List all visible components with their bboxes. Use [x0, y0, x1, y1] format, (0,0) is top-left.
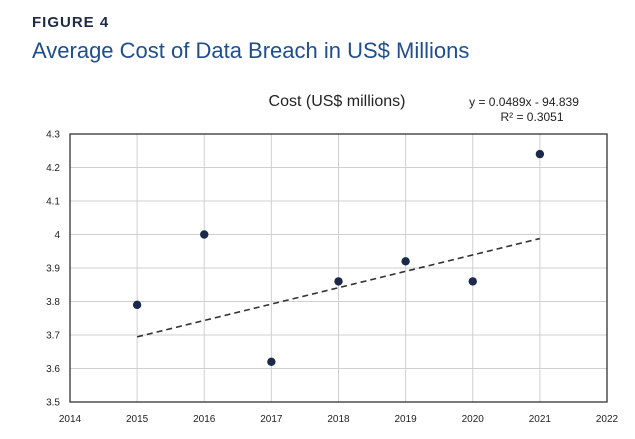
x-tick-label: 2015: [126, 414, 149, 425]
x-axis-ticks: 2014 2015 2016 2017 2018 2019 2020 2021 2022: [59, 414, 619, 425]
trendline-r-squared: R² = 0.3051: [500, 110, 563, 124]
y-tick-label: 3.9: [46, 264, 60, 275]
data-point: [267, 357, 276, 366]
data-point: [132, 300, 142, 310]
y-tick-label: 4: [54, 230, 60, 241]
trendline-group: [136, 237, 541, 338]
y-tick-label: 3.5: [46, 398, 60, 409]
x-tick-label: 2020: [462, 414, 485, 425]
trendline: [136, 237, 541, 338]
grid: [69, 133, 608, 403]
x-tick-label: 2016: [193, 414, 216, 425]
plot-area: [69, 133, 608, 403]
x-tick-label: 2017: [260, 414, 283, 425]
y-axis-ticks: 3.5 3.6 3.7 3.8 3.9 4 4.1 4.2 4.3: [46, 130, 60, 409]
data-point: [200, 230, 209, 239]
data-point: [401, 257, 410, 266]
x-tick-label: 2019: [395, 414, 418, 425]
data-point: [535, 149, 545, 159]
x-tick-label: 2014: [59, 414, 82, 425]
y-tick-label: 4.3: [46, 130, 60, 141]
data-point: [334, 277, 343, 286]
x-tick-label: 2021: [529, 414, 552, 425]
y-tick-label: 3.6: [46, 364, 60, 375]
trendline-equation: y = 0.0489x - 94.839: [469, 95, 579, 109]
y-tick-label: 4.2: [46, 163, 60, 174]
y-tick-label: 4.1: [46, 197, 60, 208]
data-points: [132, 149, 545, 366]
y-tick-label: 3.8: [46, 297, 60, 308]
y-tick-label: 3.7: [46, 331, 60, 342]
data-point: [468, 277, 477, 286]
figure-title: Average Cost of Data Breach in US$ Milli…: [32, 38, 470, 63]
chart-title: Cost (US$ millions): [269, 93, 406, 110]
x-tick-label: 2018: [327, 414, 350, 425]
figure-label: FIGURE 4: [32, 14, 110, 31]
x-tick-label: 2022: [596, 414, 619, 425]
